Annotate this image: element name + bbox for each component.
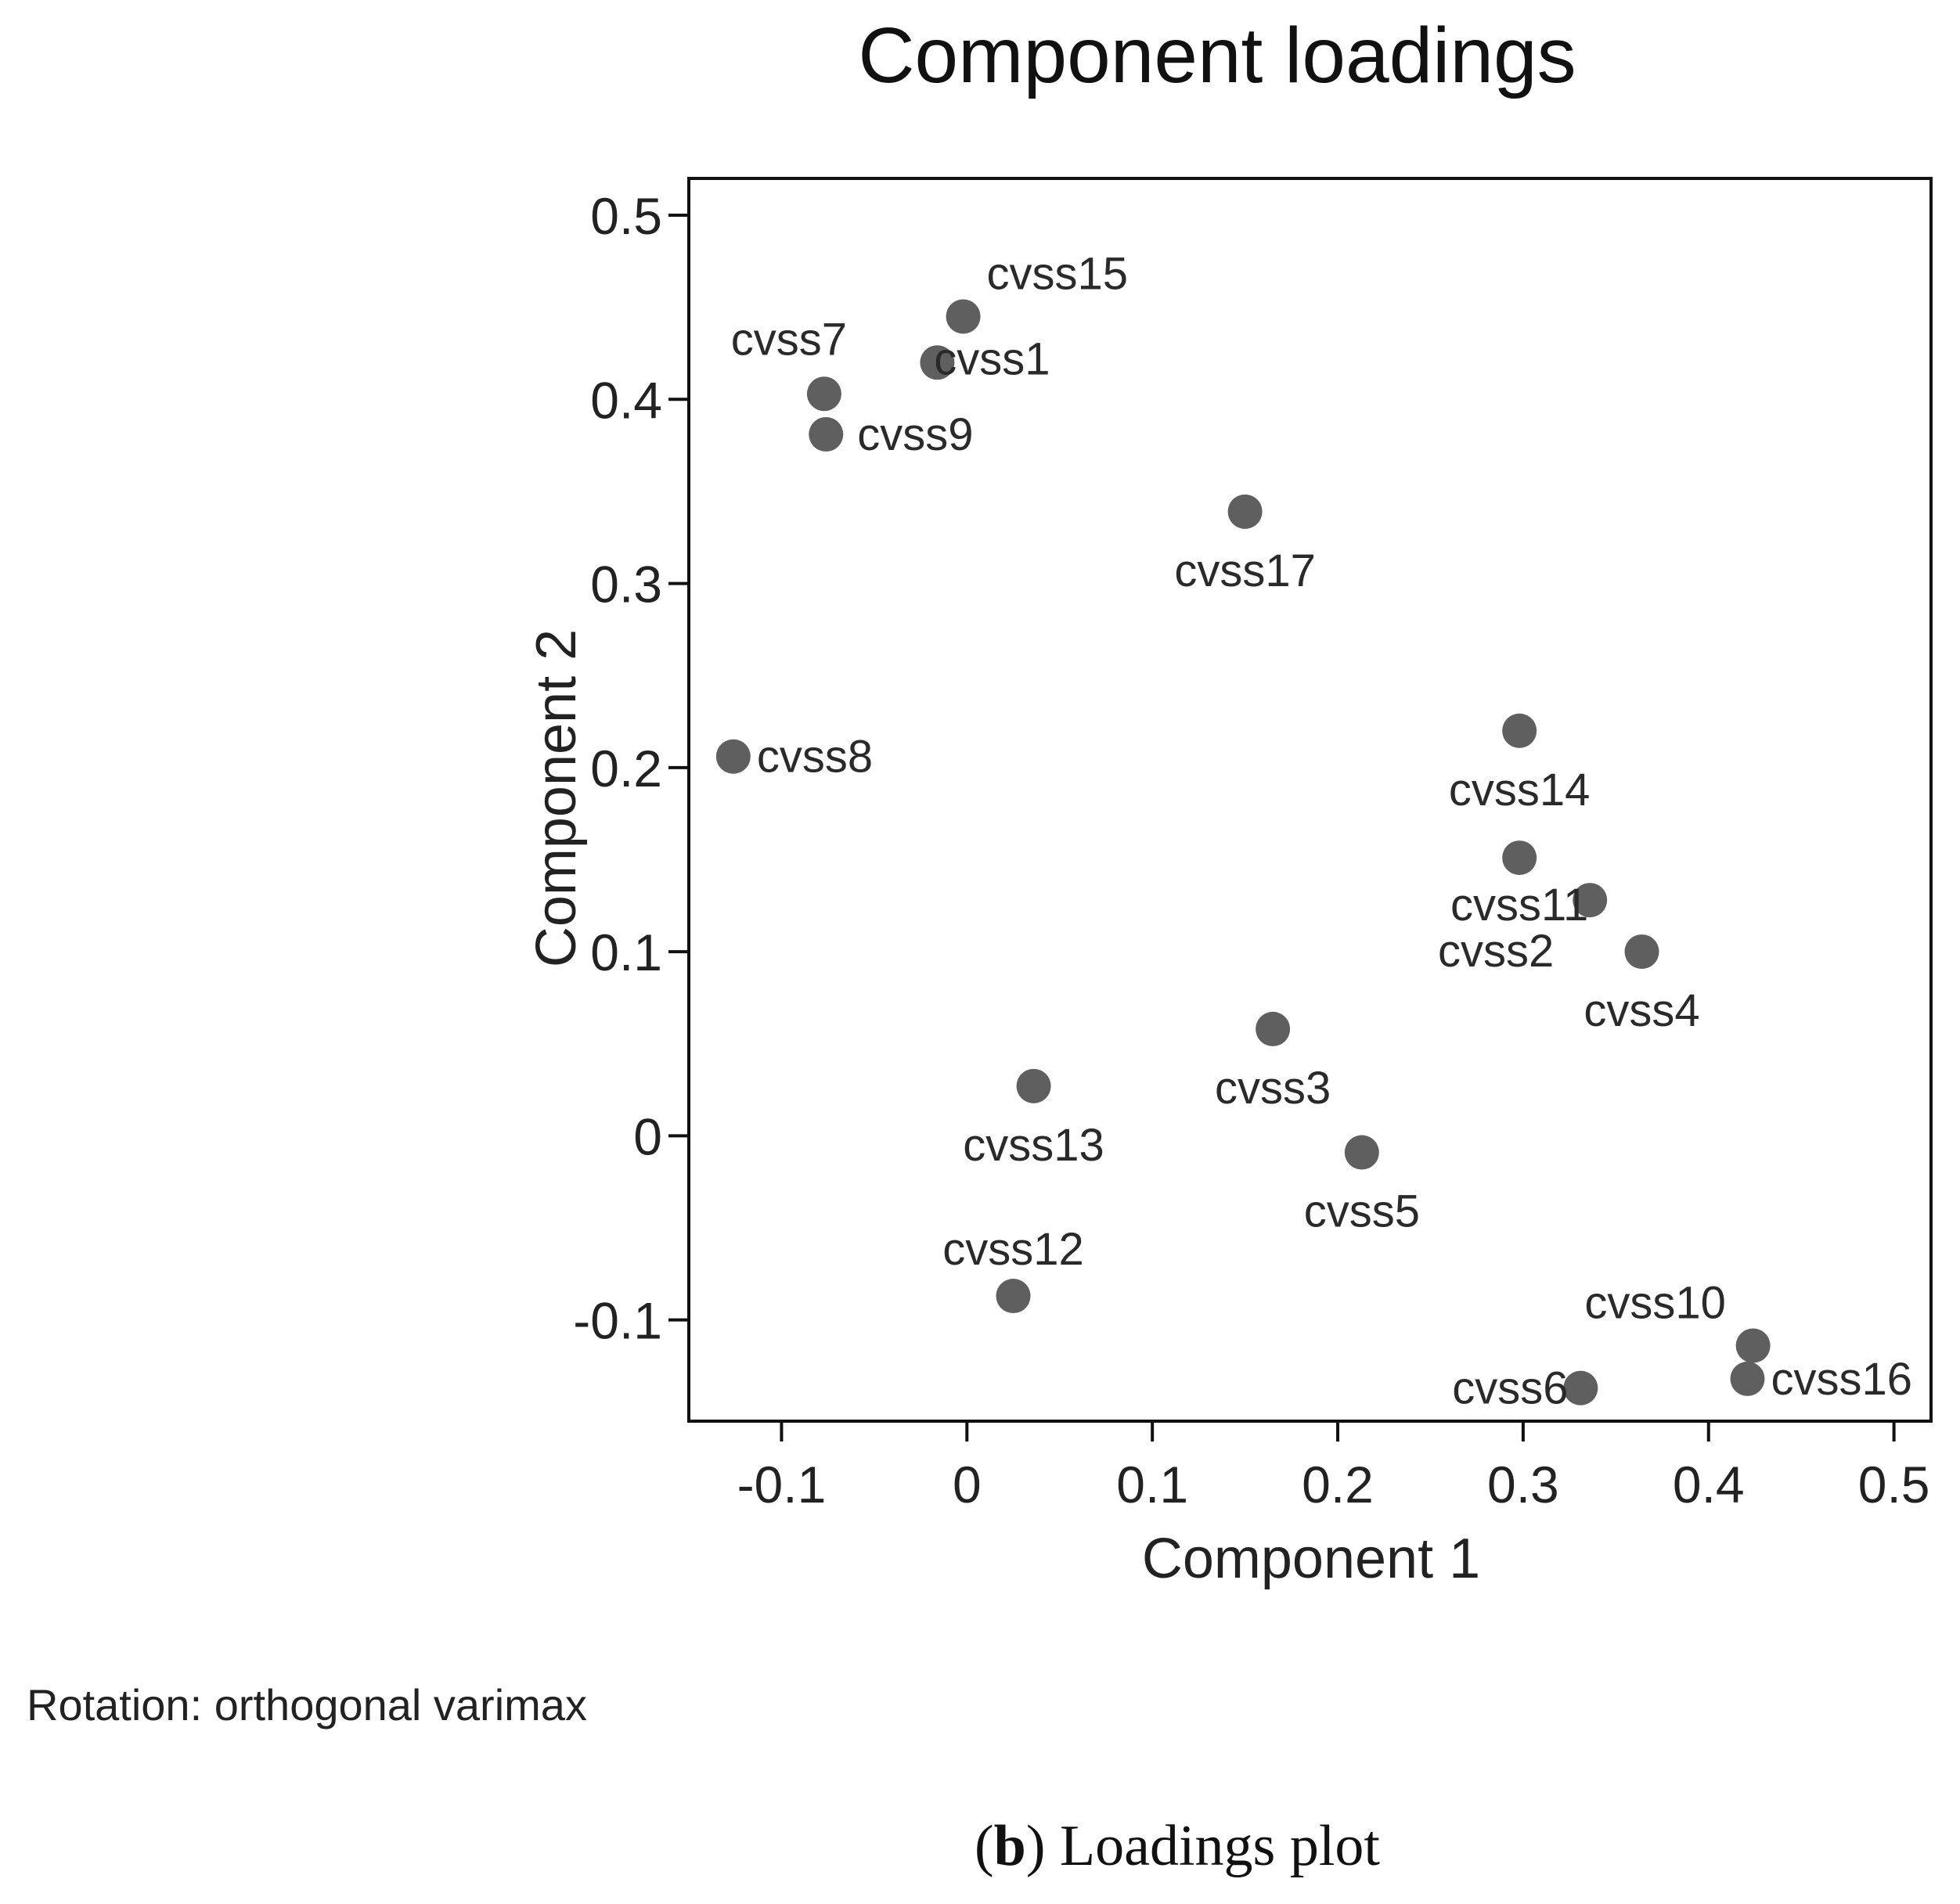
point-label-cvss12: cvss12 (942, 1224, 1084, 1275)
point-label-cvss9: cvss9 (857, 409, 973, 460)
point-label-cvss1: cvss1 (934, 333, 1050, 384)
y-tick-label: 0.3 (590, 556, 662, 614)
plot-frame (687, 177, 1933, 1423)
x-tick-label: 0.3 (1487, 1456, 1559, 1513)
point-label-cvss2: cvss2 (1438, 926, 1554, 977)
point-label-cvss6: cvss6 (1452, 1363, 1568, 1414)
point-cvss16 (1730, 1361, 1765, 1396)
y-tick-label: 0.4 (590, 371, 662, 429)
y-tick-label: 0.1 (590, 923, 662, 981)
point-cvss7 (806, 376, 841, 412)
x-axis-label: Component 1 (1142, 1528, 1480, 1590)
point-cvss2 (1573, 883, 1608, 918)
point-cvss1 (920, 345, 955, 380)
point-label-cvss17: cvss17 (1174, 545, 1316, 596)
point-label-cvss11: cvss11 (1450, 880, 1588, 930)
point-cvss15 (946, 299, 981, 334)
point-cvss13 (1016, 1068, 1051, 1103)
point-label-cvss5: cvss5 (1304, 1186, 1420, 1237)
point-label-cvss16: cvss16 (1771, 1354, 1913, 1405)
y-tick-label: 0.2 (590, 740, 662, 797)
point-cvss14 (1502, 713, 1537, 748)
point-cvss3 (1256, 1011, 1291, 1046)
y-tick-label: 0.5 (590, 187, 662, 245)
point-label-cvss7: cvss7 (731, 314, 847, 365)
point-cvss4 (1624, 934, 1659, 970)
y-tick-label: -0.1 (573, 1292, 662, 1350)
scatter-points: cvss1 cvss2 cvss3 cvss4 cvss5 cvss6 cvss7 cvss8… (715, 248, 1913, 1414)
x-axis: -0.1 0 0.1 0.2 0.3 0.4 0.5 (737, 1421, 1930, 1513)
y-axis-label: Component 2 (525, 629, 588, 967)
caption-letter: b (994, 1814, 1026, 1878)
figure-caption: (b) Loadings plot (975, 1814, 1380, 1878)
point-cvss6 (1563, 1370, 1598, 1406)
caption-open-paren: ( (975, 1814, 994, 1878)
point-label-cvss15: cvss15 (987, 248, 1129, 299)
y-tick-label: 0 (633, 1107, 662, 1165)
x-tick-label: 0.2 (1302, 1456, 1374, 1513)
point-cvss17 (1227, 494, 1263, 529)
caption-text: ) Loadings plot (1026, 1814, 1381, 1878)
point-label-cvss8: cvss8 (757, 732, 873, 783)
point-label-cvss13: cvss13 (963, 1120, 1104, 1171)
y-axis: -0.1 0 0.1 0.2 0.3 0.4 0.5 (573, 187, 689, 1350)
point-label-cvss3: cvss3 (1215, 1063, 1331, 1114)
point-cvss11 (1502, 840, 1537, 876)
point-cvss9 (809, 417, 844, 452)
x-tick-label: -0.1 (737, 1456, 827, 1513)
point-cvss10 (1735, 1328, 1771, 1363)
x-tick-label: 0 (953, 1456, 982, 1513)
point-cvss12 (996, 1279, 1031, 1314)
rotation-note: Rotation: orthogonal varimax (27, 1680, 587, 1729)
x-tick-label: 0.4 (1673, 1456, 1745, 1513)
x-tick-label: 0.1 (1116, 1456, 1188, 1513)
point-cvss8 (715, 739, 751, 774)
x-tick-label: 0.5 (1858, 1456, 1930, 1513)
point-label-cvss4: cvss4 (1583, 985, 1699, 1036)
chart-title: Component loadings (858, 12, 1576, 99)
point-label-cvss14: cvss14 (1449, 765, 1591, 815)
point-label-cvss10: cvss10 (1584, 1278, 1726, 1329)
point-cvss5 (1344, 1135, 1379, 1170)
